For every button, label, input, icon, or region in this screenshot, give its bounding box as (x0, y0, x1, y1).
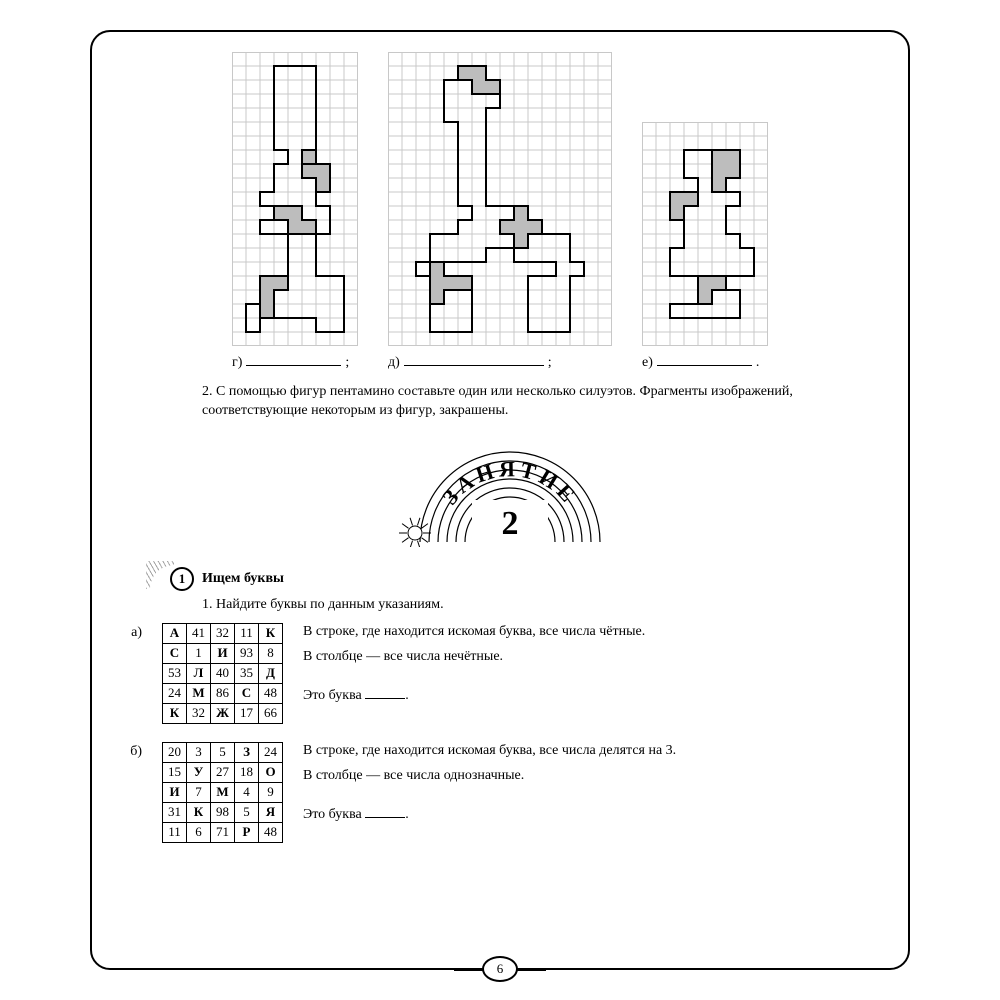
svg-text:2: 2 (502, 505, 519, 542)
table-cell: 31 (163, 802, 187, 822)
table-cell: 11 (235, 623, 259, 643)
table-cell: 86 (211, 683, 235, 703)
table-cell: К (187, 802, 211, 822)
table-cell: 4 (235, 782, 259, 802)
figure-g (232, 52, 358, 346)
table-cell: 53 (163, 663, 187, 683)
blank-answer-b (365, 804, 405, 818)
table-cell: 18 (235, 762, 259, 782)
section-title-1: Ищем буквы (202, 571, 284, 587)
puzzle-b-label: б) (122, 742, 142, 760)
table-cell: О (259, 762, 283, 782)
puzzle-b-table: 2035З2415У2718ОИ7М4931К985Я11671Р48 (162, 742, 283, 843)
table-cell: У (187, 762, 211, 782)
figure-e (642, 122, 768, 346)
label-d-text: д) (388, 355, 400, 371)
table-cell: 5 (211, 742, 235, 762)
table-cell: 3 (187, 742, 211, 762)
section-badge-1: 1 (170, 567, 194, 591)
label-g-text: г) (232, 355, 242, 371)
table-cell: 48 (259, 822, 283, 842)
table-cell: 24 (259, 742, 283, 762)
table-cell: З (235, 742, 259, 762)
table-cell: М (211, 782, 235, 802)
table-cell: К (163, 703, 187, 723)
table-cell: 41 (187, 623, 211, 643)
table-cell: С (163, 643, 187, 663)
table-cell: 9 (259, 782, 283, 802)
puzzle-a-line2: В столбце — все числа нечётные. (303, 648, 878, 667)
label-e: е) . (642, 352, 768, 371)
blank-d (404, 352, 544, 366)
puzzle-a-line1: В строке, где находится искомая буква, в… (303, 623, 878, 642)
puzzle-a-label: а) (122, 623, 142, 641)
rainbow-icon: ЗАНЯТИЕ2 (360, 437, 640, 547)
puzzle-b-answer: Это буква . (303, 804, 878, 825)
table-cell: Л (187, 663, 211, 683)
table-cell: Р (235, 822, 259, 842)
blank-answer-a (365, 685, 405, 699)
table-cell: 35 (235, 663, 259, 683)
table-cell: Я (259, 802, 283, 822)
puzzle-a-text: В строке, где находится искомая буква, в… (303, 623, 878, 712)
table-cell: 5 (235, 802, 259, 822)
table-cell: 8 (259, 643, 283, 663)
table-cell: 93 (235, 643, 259, 663)
table-cell: А (163, 623, 187, 643)
puzzle-b-text: В строке, где находится искомая буква, в… (303, 742, 878, 831)
table-cell: 40 (211, 663, 235, 683)
table-cell: 17 (235, 703, 259, 723)
page-frame: г) ; д) ; е) . 2. С помощью фигур пентам… (90, 30, 910, 970)
table-cell: 32 (211, 623, 235, 643)
table-cell: 20 (163, 742, 187, 762)
section-1-intro: 1. Найдите буквы по данным указаниям. (202, 597, 878, 613)
table-cell: К (259, 623, 283, 643)
blank-g (246, 352, 341, 366)
figure-d (388, 52, 612, 346)
table-cell: 11 (163, 822, 187, 842)
table-cell: 6 (187, 822, 211, 842)
label-g: г) ; (232, 352, 358, 371)
section-1-header: 1 Ищем буквы (170, 567, 878, 591)
table-cell: 98 (211, 802, 235, 822)
table-cell: С (235, 683, 259, 703)
table-cell: 32 (187, 703, 211, 723)
lesson-header: ЗАНЯТИЕ2 (122, 437, 878, 547)
page-number: 6 (482, 956, 518, 982)
figure-labels: г) ; д) ; е) . (122, 352, 878, 371)
puzzle-b-line1: В строке, где находится искомая буква, в… (303, 742, 878, 761)
table-cell: 7 (187, 782, 211, 802)
task2-text: 2. С помощью фигур пентамино составьте о… (202, 383, 878, 421)
table-cell: Д (259, 663, 283, 683)
table-cell: 1 (187, 643, 211, 663)
puzzle-b-line2: В столбце — все числа однозначные. (303, 767, 878, 786)
table-cell: 24 (163, 683, 187, 703)
table-cell: 48 (259, 683, 283, 703)
table-cell: И (163, 782, 187, 802)
table-cell: И (211, 643, 235, 663)
label-d: д) ; (388, 352, 612, 371)
table-cell: 15 (163, 762, 187, 782)
label-e-text: е) (642, 355, 653, 371)
puzzle-a-answer: Это буква . (303, 685, 878, 706)
table-cell: 27 (211, 762, 235, 782)
puzzle-a-table: А413211КС1И93853Л4035Д24М86С48К32Ж1766 (162, 623, 283, 724)
puzzle-a: а) А413211КС1И93853Л4035Д24М86С48К32Ж176… (122, 623, 878, 724)
table-cell: 66 (259, 703, 283, 723)
puzzle-b: б) 2035З2415У2718ОИ7М4931К985Я11671Р48 В… (122, 742, 878, 843)
table-cell: 71 (211, 822, 235, 842)
pentomino-grids-row (122, 52, 878, 346)
blank-e (657, 352, 752, 366)
table-cell: Ж (211, 703, 235, 723)
table-cell: М (187, 683, 211, 703)
